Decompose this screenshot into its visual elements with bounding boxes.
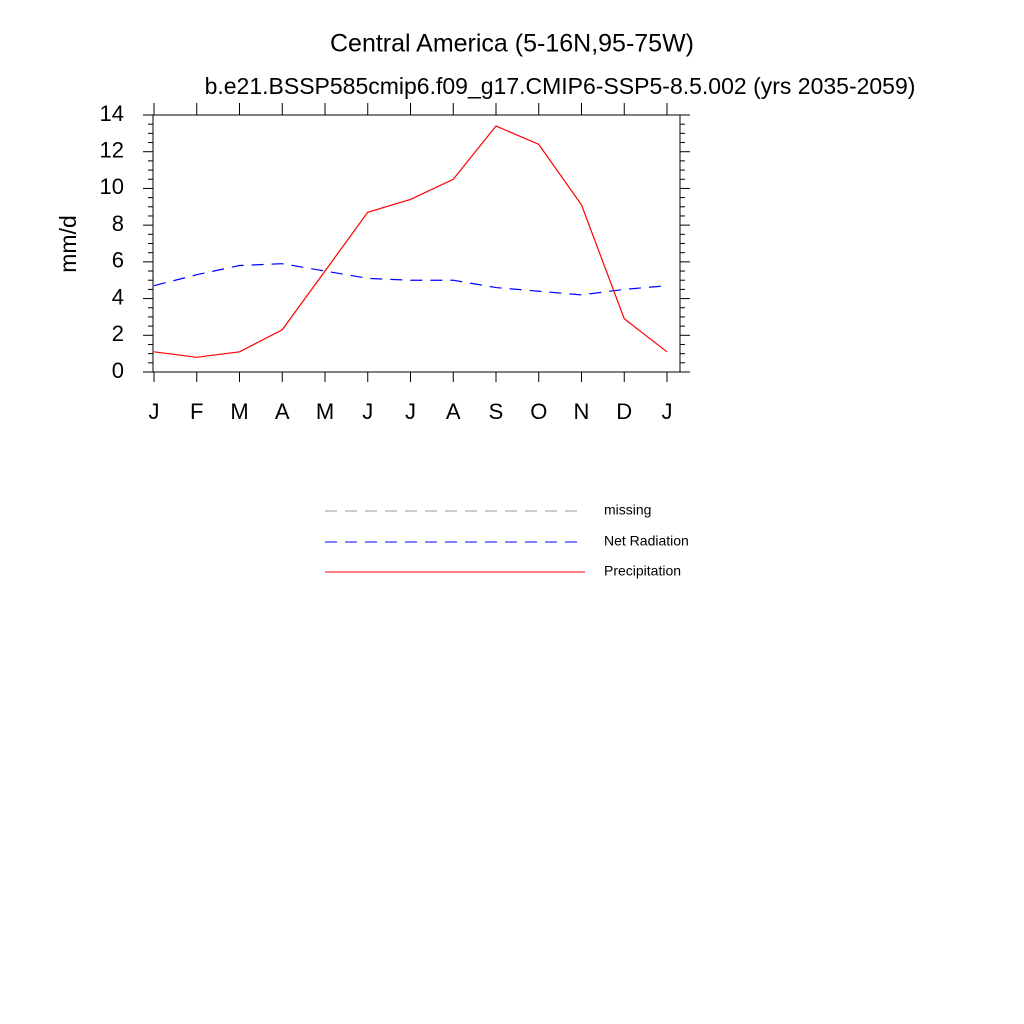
chart-title: Central America (5-16N,95-75W)	[330, 30, 694, 58]
legend-label: missing	[604, 502, 651, 518]
x-tick-label: J	[662, 399, 673, 424]
x-tick-label: S	[489, 399, 504, 424]
y-axis-label: mm/d	[55, 215, 81, 273]
y-tick-label: 2	[112, 321, 124, 346]
y-tick-label: 10	[100, 174, 124, 199]
series-line	[153, 125, 668, 358]
y-tick-label: 0	[112, 358, 124, 383]
x-tick-label: N	[574, 399, 590, 424]
x-tick-label: J	[405, 399, 416, 424]
chart-subtitle: b.e21.BSSP585cmip6.f09_g17.CMIP6-SSP5-8.…	[205, 73, 916, 99]
y-tick-label: 12	[100, 138, 124, 163]
x-tick-label: M	[230, 399, 248, 424]
y-tick-label: 14	[100, 101, 124, 126]
x-tick-label: A	[275, 399, 290, 424]
x-tick-label: M	[316, 399, 334, 424]
y-tick-label: 4	[112, 284, 124, 309]
x-tick-label: A	[446, 399, 461, 424]
x-tick-label: F	[190, 399, 203, 424]
series-line	[153, 263, 668, 296]
legend-label: Precipitation	[604, 563, 681, 579]
legend-label: Net Radiation	[604, 533, 689, 549]
y-tick-label: 6	[112, 248, 124, 273]
y-tick-label: 8	[112, 211, 124, 236]
x-tick-label: O	[530, 399, 547, 424]
x-tick-label: D	[616, 399, 632, 424]
x-tick-label: J	[149, 399, 160, 424]
x-tick-label: J	[362, 399, 373, 424]
